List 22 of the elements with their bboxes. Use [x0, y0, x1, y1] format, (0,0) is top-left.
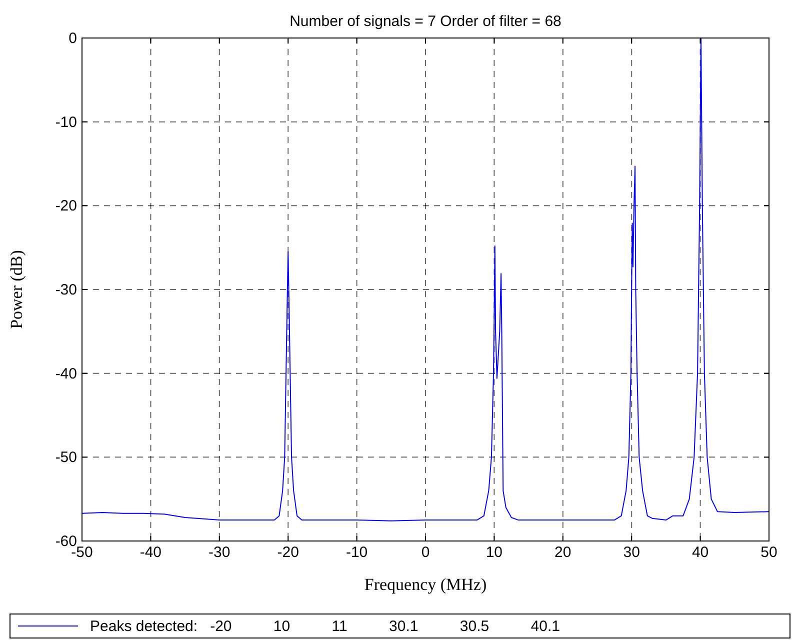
- y-axis-title: Power (dB): [7, 250, 26, 329]
- x-tick-label: -40: [140, 544, 162, 561]
- line-series: [82, 38, 770, 522]
- x-tick-label: 10: [486, 544, 503, 561]
- y-tick-label: -30: [55, 282, 77, 298]
- x-tick-label: 0: [421, 544, 430, 561]
- x-tick-label: 30: [623, 544, 640, 561]
- x-tick-label: -30: [208, 544, 230, 561]
- y-tick-label: 0: [68, 30, 77, 47]
- x-tick-label: 50: [760, 544, 778, 561]
- y-tick-label: -10: [55, 114, 77, 131]
- x-tick-label: -10: [346, 544, 368, 561]
- legend-label: Peaks detected: -20 10 11 30.1 30.5 40.1: [90, 618, 560, 635]
- x-tick-label: -20: [277, 544, 299, 561]
- x-tick-label: 40: [692, 544, 709, 561]
- y-tick-label: -50: [55, 449, 77, 466]
- y-tick-label: -20: [55, 198, 77, 215]
- chart-title: Number of signals = 7 Order of filter = 68: [290, 13, 562, 30]
- y-tick-label: -40: [55, 365, 77, 382]
- y-tick-label: -60: [55, 533, 77, 550]
- x-axis-title: Frequency (MHz): [364, 575, 487, 594]
- x-tick-label: 20: [554, 544, 572, 561]
